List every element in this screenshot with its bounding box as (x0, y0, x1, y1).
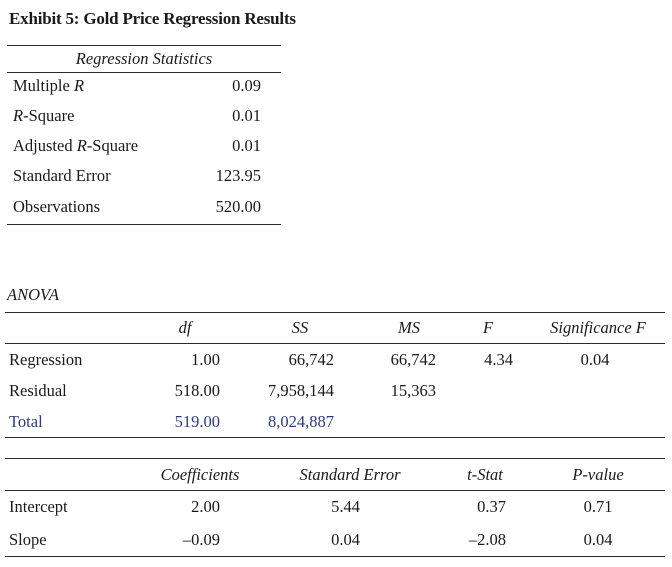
coef-header-rule (5, 490, 665, 491)
coef-row-label: Slope (9, 530, 47, 549)
stat-value-standard-error: 123.95 (215, 166, 261, 185)
coef-cell-standard-error: 0.04 (331, 530, 360, 549)
anova-bottom-rule (5, 437, 665, 438)
coef-cell-coefficient: 2.00 (191, 497, 220, 516)
anova-cell-ss: 8,024,887 (268, 412, 334, 431)
coef-cell-t-stat: –2.08 (468, 530, 506, 549)
coef-top-rule (5, 458, 665, 459)
anova-header-rule (5, 343, 665, 344)
stat-value-r-square: 0.01 (232, 106, 261, 125)
anova-header-ms: MS (398, 318, 420, 337)
anova-header-significance-f: Significance F (550, 318, 646, 337)
stat-value-adjusted-r-square: 0.01 (232, 136, 261, 155)
anova-label: ANOVA (7, 285, 59, 304)
anova-header-df: df (178, 318, 192, 337)
anova-cell-ss: 7,958,144 (268, 381, 334, 400)
coef-header-coefficients: Coefficients (160, 465, 240, 484)
coef-bottom-rule (5, 556, 665, 557)
coef-row-label: Intercept (9, 497, 68, 516)
anova-top-rule (5, 312, 665, 313)
anova-cell-ms: 15,363 (390, 381, 436, 400)
coef-cell-coefficient: –0.09 (182, 530, 220, 549)
coef-cell-p-value: 0.71 (583, 497, 613, 516)
stat-label-adjusted-r-square: Adjusted R-Square (13, 136, 139, 155)
anova-cell-ss: 66,742 (288, 350, 334, 369)
coef-header-standard-error: Standard Error (299, 465, 401, 484)
header-rule (7, 72, 281, 73)
exhibit-title: Exhibit 5: Gold Price Regression Results (9, 9, 296, 28)
anova-cell-df: 1.00 (191, 350, 220, 369)
stat-label-observations: Observations (13, 197, 101, 216)
table-top-rule (7, 45, 281, 46)
coef-cell-standard-error: 5.44 (331, 497, 360, 516)
anova-cell-ms: 66,742 (390, 350, 436, 369)
stat-value-multiple-r: 0.09 (232, 76, 261, 95)
coef-cell-p-value: 0.04 (583, 530, 613, 549)
anova-cell-significance: 0.04 (580, 350, 610, 369)
anova-row-label: Residual (9, 381, 67, 400)
anova-row-label: Total (9, 412, 43, 431)
anova-cell-df: 519.00 (174, 412, 220, 431)
stat-label-r-square: R-Square (13, 106, 75, 125)
stat-value-observations: 520.00 (215, 197, 261, 216)
stat-label-standard-error: Standard Error (13, 166, 111, 185)
coef-header-p-value: P-value (572, 465, 624, 484)
regression-statistics-header: Regression Statistics (75, 49, 213, 68)
anova-cell-f: 4.34 (484, 350, 513, 369)
coef-cell-t-stat: 0.37 (477, 497, 506, 516)
anova-header-ss: SS (291, 318, 309, 337)
anova-row-label: Regression (9, 350, 83, 369)
anova-cell-df: 518.00 (174, 381, 220, 400)
coef-header-t-stat: t-Stat (467, 465, 503, 484)
stat-label-multiple-r: Multiple R (13, 76, 85, 95)
table-bottom-rule (7, 224, 281, 225)
anova-header-f: F (482, 318, 494, 337)
